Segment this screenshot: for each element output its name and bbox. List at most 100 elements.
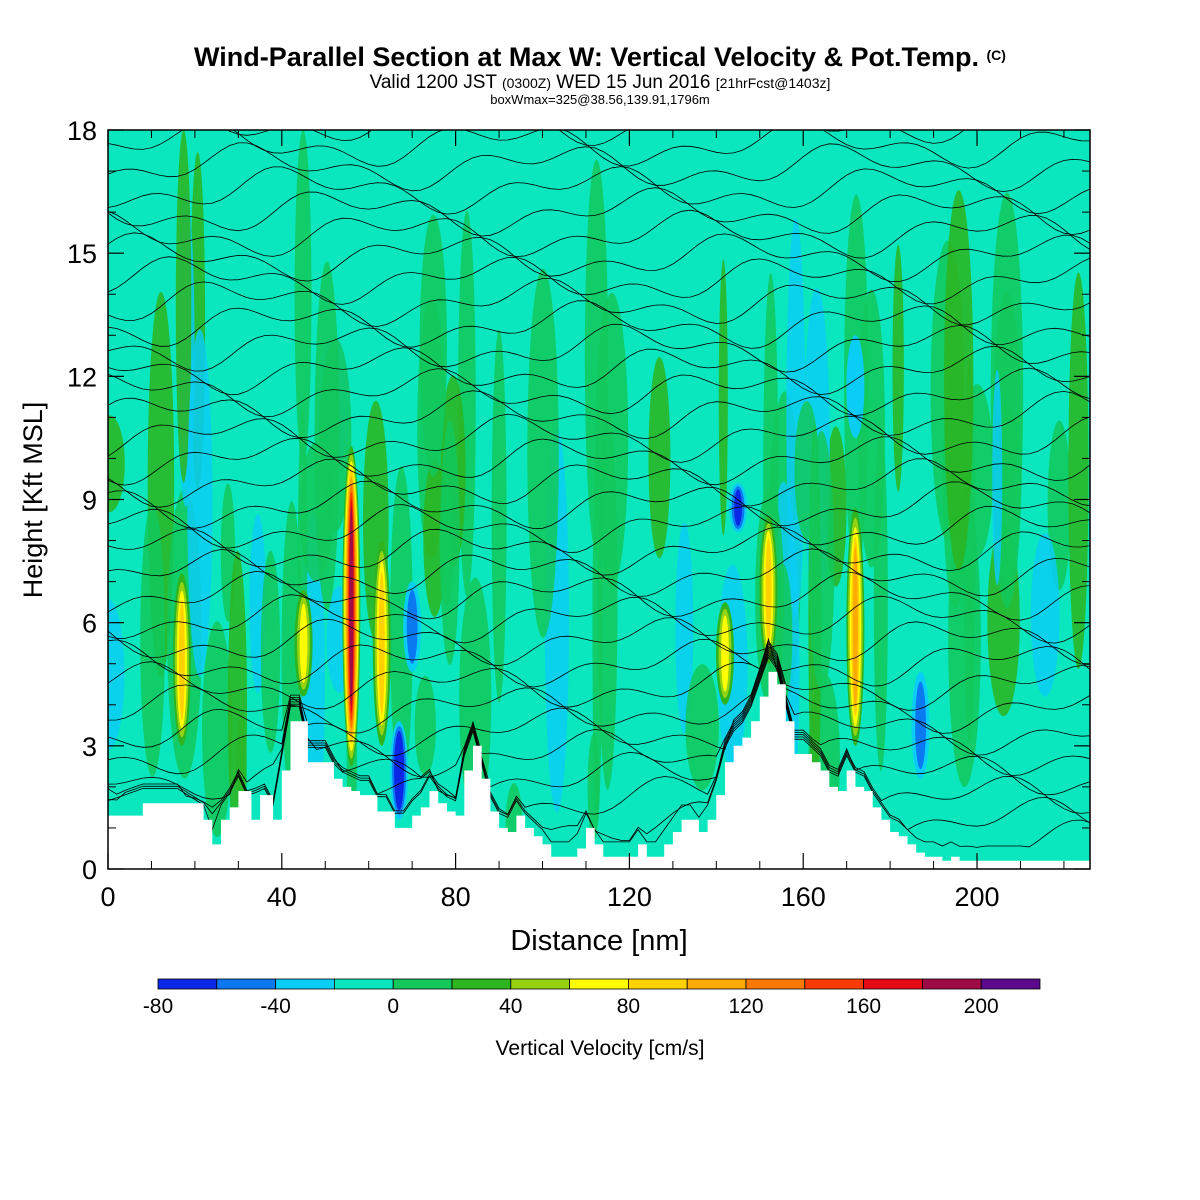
colorbar-swatch [863,978,923,990]
velocity-streak [423,458,446,617]
velocity-streak [718,259,728,536]
colorbar-swatch [157,978,218,990]
y-tick-label: 15 [67,239,97,269]
valid-zulu: (0300Z) [501,75,552,91]
y-axis-label: Height [Kft MSL] [18,402,48,599]
theta-line [108,413,1090,463]
updraft-core [721,615,729,692]
theta-line [108,647,1090,778]
theta-line [108,300,1090,349]
x-tick-label: 120 [607,882,652,912]
updraft-core [299,603,308,683]
velocity-streak [314,261,340,611]
theta-line [108,142,1090,193]
colorbar-tick-label: 0 [387,995,399,1018]
velocity-streak [187,329,213,677]
velocity-streak [857,289,885,568]
theta-line [108,480,1090,530]
velocity-streak [414,675,436,776]
downdraft-core [396,735,403,805]
downdraft-core [915,681,926,770]
velocity-streak [808,430,835,692]
chart-subtitle: Valid 1200 JST (0300Z) WED 15 Jun 2016 [… [0,73,1200,93]
downdraft-core [406,589,418,664]
velocity-streak [439,482,454,607]
theta-line [108,130,1090,169]
plot-area [107,129,1091,870]
updraft-core [378,571,385,716]
velocity-streak [419,214,447,477]
colorbar-tick-label: 120 [728,995,763,1018]
velocity-streak [108,599,125,751]
y-tick-label: 0 [82,855,97,885]
colorbar-swatch [628,978,688,990]
velocity-streak [892,244,904,492]
velocity-streak [1047,420,1072,591]
velocity-streak [675,522,694,734]
axes: 0 40 80 120 160 200 0 3 6 9 12 15 18 [67,116,1090,912]
x-tick-label: 80 [441,882,471,912]
theta-line [108,594,1090,644]
theta-isolines [108,130,1090,848]
theta-line [226,130,965,146]
x-tick-label: 160 [781,882,826,912]
theta-line [108,637,1090,688]
velocity-streak [459,577,492,821]
theta-line [108,548,1090,597]
velocity-streak [685,664,719,791]
velocity-streak [108,415,125,513]
colorbar-swatch [510,978,570,990]
forecast-info: [21hrFcst@1403z] [715,75,831,91]
theta-line [108,526,1090,576]
velocity-field [108,130,1089,869]
updraft-core [852,546,858,707]
colorbar-tick-label: 40 [499,995,522,1018]
theta-line [108,570,1090,621]
theta-line [108,187,1090,237]
colorbar-tick-label: 80 [617,995,640,1018]
updraft-core [349,506,354,706]
theta-line [108,166,1090,215]
downdraft-core [846,335,865,438]
theta-line [108,436,1090,486]
box-wmax-info: boxWmax=325@38.56,139.91,1796m [490,92,710,107]
colorbar-swatch [980,978,1041,990]
y-tick-label: 18 [67,116,97,146]
valid-date: WED 15 Jun 2016 [556,72,711,93]
x-tick-label: 0 [100,882,115,912]
theta-line [108,323,1090,373]
x-tick-label: 40 [267,882,297,912]
colorbar-swatch [392,978,453,990]
theta-line [108,390,1090,440]
velocity-streak [390,466,413,786]
velocity-streak [260,550,281,753]
colorbar-tick-label: 200 [964,995,999,1018]
valid-time: Valid 1200 JST [369,72,497,93]
theta-line [108,640,1090,711]
colorbar-swatch [275,978,335,990]
terrain-profile [108,671,1090,869]
velocity-streak [587,733,600,842]
theta-line [108,649,1090,800]
velocity-streak [491,329,507,703]
colorbar: -80 -40 0 40 80 120 160 200 [143,978,1041,1018]
theta-line [108,278,1090,327]
colorbar-swatch [216,978,277,990]
updraft-core [765,538,772,642]
theta-line [108,256,1090,305]
velocity-streak [992,369,1003,586]
terrain [108,671,1090,869]
theta-line [108,504,1090,553]
y-tick-label: 6 [82,609,97,639]
velocity-streak [294,130,312,465]
velocity-streak [1068,272,1089,670]
velocity-streak [1030,533,1060,697]
colorbar-swatch [686,978,747,990]
colorbar-swatch [569,978,629,990]
theta-line [108,232,1090,283]
theta-line [108,367,1090,418]
theta-line [108,617,1090,667]
theta-line [108,642,1090,734]
colorbar-tick-label: -80 [143,995,173,1018]
